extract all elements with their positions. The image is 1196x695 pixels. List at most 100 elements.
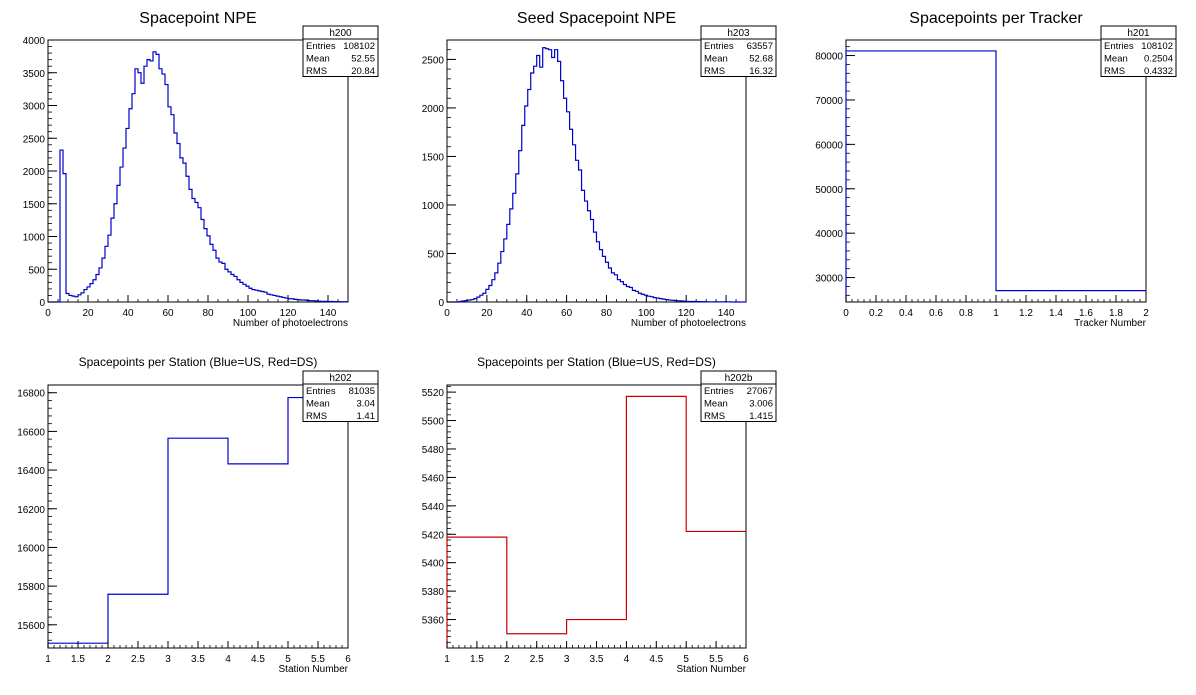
x-tick-label: 140 bbox=[718, 308, 735, 319]
stats-value: 1.41 bbox=[357, 411, 376, 422]
panel-title: Spacepoints per Station (Blue=US, Red=DS… bbox=[477, 355, 716, 369]
x-tick-label: 0.8 bbox=[959, 308, 973, 319]
stats-label: Entries bbox=[306, 41, 336, 52]
y-tick-label: 500 bbox=[427, 249, 444, 260]
histogram-line bbox=[845, 50, 1146, 302]
x-tick-label: 120 bbox=[678, 308, 695, 319]
x-tick-label: 20 bbox=[481, 308, 493, 319]
stats-value: 81035 bbox=[349, 386, 375, 397]
panel-h200: Spacepoint NPE 0 20 40 60 80 100 120 140 0 500 1000… bbox=[23, 10, 379, 329]
x-tick-label: 4.5 bbox=[649, 654, 663, 665]
x-tick-label: 0 bbox=[444, 308, 450, 319]
y-tick-label: 5520 bbox=[422, 388, 445, 399]
y-tick-label: 4000 bbox=[23, 36, 46, 47]
stats-box-frame bbox=[700, 370, 777, 422]
stats-label: Entries bbox=[1104, 41, 1134, 52]
panel-title: Spacepoints per Tracker bbox=[909, 10, 1083, 27]
y-tick-label: 1500 bbox=[422, 152, 445, 163]
x-axis-label: Number of photoelectrons bbox=[631, 318, 746, 329]
stats-label: RMS bbox=[704, 66, 725, 77]
x-axis-label: Tracker Number bbox=[1074, 318, 1147, 329]
x-tick-label: 0.6 bbox=[929, 308, 943, 319]
x-tick-label: 1 bbox=[993, 308, 999, 319]
y-tick-label: 3000 bbox=[23, 102, 46, 113]
stats-label: Entries bbox=[704, 41, 734, 52]
x-tick-label: 2.5 bbox=[530, 654, 544, 665]
y-tick-label: 15800 bbox=[17, 582, 45, 593]
y-tick-label: 2500 bbox=[422, 55, 445, 66]
x-tick-label: 0.4 bbox=[899, 308, 913, 319]
stats-label: Mean bbox=[704, 399, 728, 410]
panel-h202b: Spacepoints per Station (Blue=US, Red=DS… bbox=[422, 355, 777, 675]
stats-name: h203 bbox=[727, 28, 750, 39]
x-tick-label: 2 bbox=[1143, 308, 1149, 319]
stats-box: h202b Entries 27067 Mean 3.006 RMS 1.415 bbox=[700, 370, 777, 422]
stats-label: Mean bbox=[306, 399, 330, 410]
stats-box-frame bbox=[1100, 25, 1177, 77]
y-tick-label: 30000 bbox=[815, 274, 843, 285]
y-tick-label: 0 bbox=[438, 298, 444, 309]
stats-value: 1.415 bbox=[749, 411, 773, 422]
x-tick-label: 1.4 bbox=[1049, 308, 1063, 319]
stats-value: 52.68 bbox=[749, 54, 773, 65]
stats-value: 108102 bbox=[1141, 41, 1173, 52]
y-tick-label: 16800 bbox=[17, 389, 45, 400]
x-tick-label: 4.5 bbox=[251, 654, 265, 665]
y-tick-label: 5500 bbox=[422, 417, 445, 428]
stats-box-frame bbox=[302, 25, 379, 77]
y-tick-label: 5400 bbox=[422, 559, 445, 570]
x-tick-label: 1.8 bbox=[1109, 308, 1123, 319]
y-tick-label: 5420 bbox=[422, 530, 445, 541]
x-tick-label: 0.2 bbox=[869, 308, 883, 319]
histogram-line bbox=[446, 395, 746, 648]
y-tick-label: 1000 bbox=[23, 233, 46, 244]
stats-value: 27067 bbox=[747, 386, 773, 397]
y-tick-label: 16400 bbox=[17, 466, 45, 477]
stats-label: Entries bbox=[704, 386, 734, 397]
panel-title: Spacepoints per Station (Blue=US, Red=DS… bbox=[79, 355, 318, 369]
x-tick-label: 1.2 bbox=[1019, 308, 1033, 319]
stats-box: h201 Entries 108102 Mean 0.2504 RMS 0.4332 bbox=[1100, 25, 1177, 77]
histogram-line bbox=[48, 51, 348, 303]
stats-name: h200 bbox=[329, 28, 352, 39]
x-tick-label: 100 bbox=[638, 308, 655, 319]
x-tick-label: 1 bbox=[444, 654, 450, 665]
stats-box-frame bbox=[302, 370, 379, 422]
y-tick-label: 70000 bbox=[815, 96, 843, 107]
panel-h201: Spacepoints per Tracker 0 0.2 0.4 0.6 0.8 1 1.2… bbox=[815, 10, 1177, 329]
y-tick-label: 2000 bbox=[23, 167, 46, 178]
x-tick-label: 6 bbox=[743, 654, 749, 665]
stats-value: 108102 bbox=[343, 41, 375, 52]
x-tick-label: 4 bbox=[225, 654, 231, 665]
y-tick-label: 5480 bbox=[422, 445, 445, 456]
x-tick-label: 2.5 bbox=[131, 654, 145, 665]
stats-name: h202b bbox=[725, 373, 753, 384]
x-tick-label: 0 bbox=[45, 308, 51, 319]
x-tick-label: 120 bbox=[280, 308, 297, 319]
x-axis-label: Station Number bbox=[279, 664, 349, 675]
stats-value: 63557 bbox=[747, 41, 773, 52]
x-tick-label: 40 bbox=[122, 308, 134, 319]
x-axis-label: Number of photoelectrons bbox=[233, 318, 348, 329]
y-tick-label: 16600 bbox=[17, 427, 45, 438]
stats-box: h200 Entries 108102 Mean 52.55 RMS 20.84 bbox=[302, 25, 379, 77]
stats-label: RMS bbox=[1104, 66, 1125, 77]
y-tick-label: 5380 bbox=[422, 587, 445, 598]
y-tick-label: 15600 bbox=[17, 621, 45, 632]
stats-box: h202 Entries 81035 Mean 3.04 RMS 1.41 bbox=[302, 370, 379, 422]
stats-label: Mean bbox=[704, 54, 728, 65]
x-axis-label: Station Number bbox=[677, 664, 747, 675]
y-tick-label: 5460 bbox=[422, 473, 445, 484]
stats-box: h203 Entries 63557 Mean 52.68 RMS 16.32 bbox=[700, 25, 777, 77]
y-tick-label: 60000 bbox=[815, 140, 843, 151]
x-tick-label: 80 bbox=[601, 308, 613, 319]
x-tick-label: 6 bbox=[345, 654, 351, 665]
plot-frame bbox=[446, 384, 747, 649]
stats-value: 0.2504 bbox=[1144, 54, 1173, 65]
x-tick-label: 60 bbox=[561, 308, 573, 319]
stats-value: 0.4332 bbox=[1144, 66, 1173, 77]
stats-value: 20.84 bbox=[351, 66, 375, 77]
y-tick-label: 80000 bbox=[815, 52, 843, 63]
x-tick-label: 5.5 bbox=[311, 654, 325, 665]
